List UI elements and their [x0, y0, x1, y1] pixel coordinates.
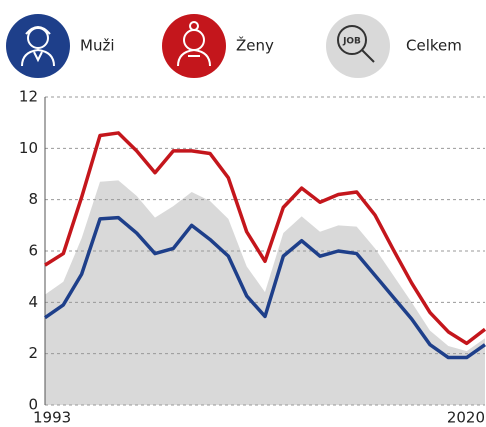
y-tick-label: 10 [19, 139, 38, 157]
legend-icon-women [162, 14, 226, 78]
y-tick-label: 8 [28, 190, 38, 208]
y-tick-label: 4 [28, 293, 38, 311]
y-tick-label: 2 [28, 344, 38, 362]
line [43, 215, 486, 360]
y-tick-label: 0 [28, 396, 38, 414]
legend-label: Ženy [236, 36, 274, 55]
area [45, 180, 485, 405]
line [44, 131, 486, 346]
x-tick-label: 1993 [33, 409, 71, 427]
legend: Muži Ženy JOB Celkem [6, 14, 462, 78]
legend-label: Celkem [406, 37, 462, 55]
x-tick-label: 2020 [447, 409, 485, 427]
plot-area: 0 2 4 6 8 10 12 1993 2020 [19, 88, 486, 427]
legend-icon-men [6, 14, 70, 78]
job-icon: JOB [337, 25, 375, 63]
man-icon [21, 26, 55, 67]
y-tick-label: 12 [19, 88, 38, 106]
y-tick-label: 6 [28, 242, 38, 260]
legend-label: Muži [80, 37, 115, 55]
svg-text:JOB: JOB [342, 37, 361, 47]
woman-icon [177, 21, 211, 67]
